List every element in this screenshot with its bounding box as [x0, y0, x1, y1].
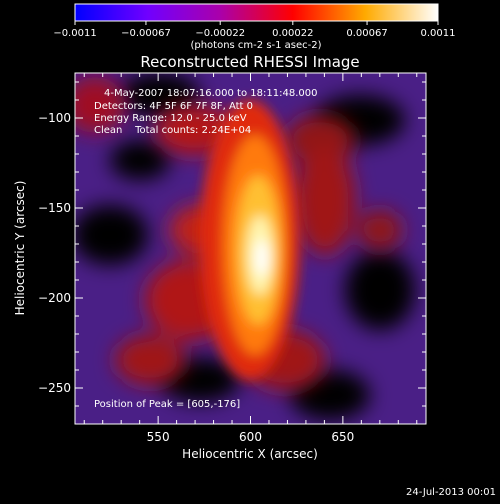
colorbar: [75, 4, 438, 21]
colorbar-tick-label: 0.00067: [346, 28, 387, 39]
y-tick-label: −100: [38, 111, 71, 125]
colorbar-frame: [74, 3, 439, 22]
colorbar-tick-label: −0.00067: [121, 28, 171, 39]
colorbar-tick-label: −0.0011: [53, 28, 96, 39]
x-axis-ticks: 550 600 650: [83, 73, 418, 444]
y-axis-label: Heliocentric Y (arcsec): [13, 181, 27, 316]
colorbar-tick-label: 0.0011: [421, 28, 456, 39]
x-tick-label: 550: [147, 430, 170, 444]
chart-title: Reconstructed RHESSI Image: [140, 53, 359, 71]
annotation-detectors: Detectors: 4F 5F 6F 7F 8F, Att 0: [94, 101, 253, 112]
annotation-counts: Clean Total counts: 2.24E+04: [94, 125, 251, 136]
y-tick-label: −200: [38, 291, 71, 305]
annotation-energy: Energy Range: 12.0 - 25.0 keV: [94, 113, 247, 124]
colorbar-tick-label: −0.00022: [195, 28, 245, 39]
annotation-time-range: 4-May-2007 18:07:16.000 to 18:11:48.000: [104, 88, 317, 99]
heatmap-image: [75, 73, 426, 424]
y-tick-label: −250: [38, 381, 71, 395]
x-tick-label: 600: [239, 430, 262, 444]
colorbar-ticks: −0.0011 −0.00067 −0.00022 0.00022 0.00067 0.0…: [53, 21, 456, 39]
y-tick-label: −150: [38, 201, 71, 215]
x-axis-label: Heliocentric X (arcsec): [182, 447, 318, 461]
footer-date: 24-Jul-2013 00:01: [406, 487, 496, 498]
y-axis-ticks: −100 −150 −200 −250: [38, 81, 426, 407]
x-tick-label: 650: [331, 430, 354, 444]
colorbar-unit: (photons cm-2 s-1 asec-2): [190, 40, 321, 51]
colorbar-tick-label: 0.00022: [272, 28, 313, 39]
peak-label: Position of Peak = [605,-176]: [94, 399, 240, 410]
